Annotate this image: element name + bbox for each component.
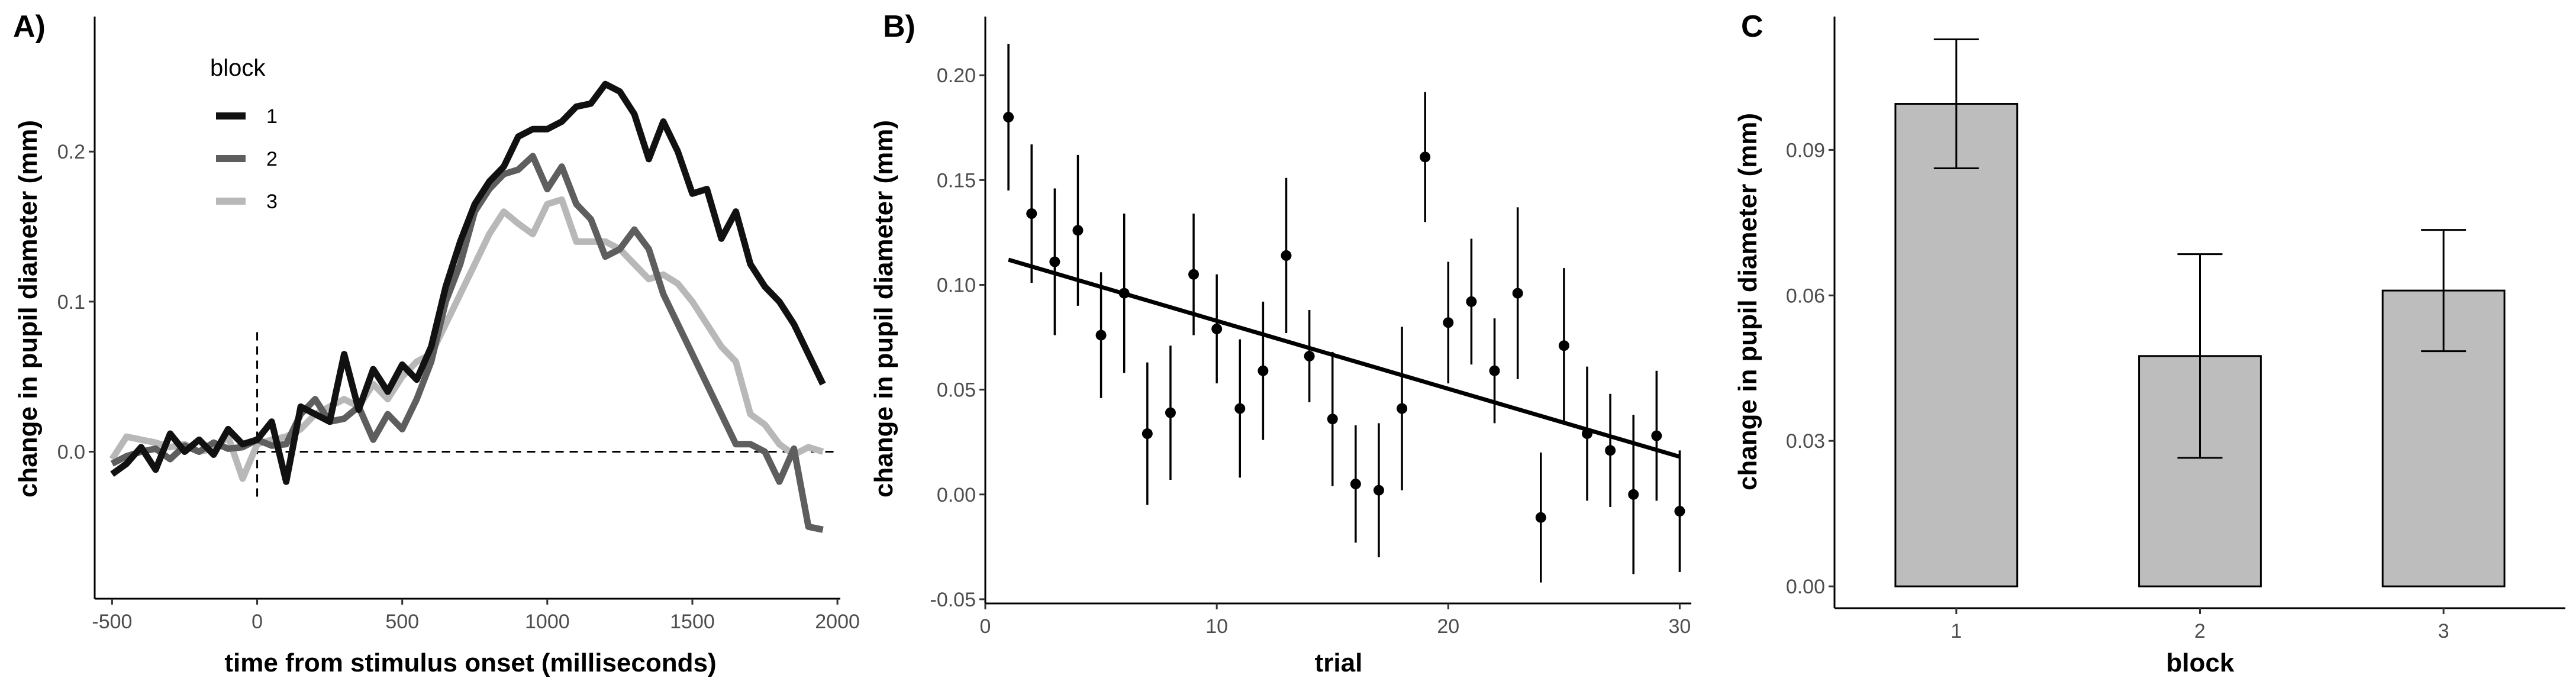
- panel-a-x-tick-label: 1500: [670, 611, 715, 633]
- panel-a-y-tick-label: 0.2: [57, 141, 85, 163]
- panel-a-series-line-block-2: [110, 153, 824, 533]
- panel-b-data-point: [1489, 365, 1500, 376]
- panel-c-x-tick-label: 1: [1950, 620, 1962, 642]
- panel-b-data-point: [1350, 479, 1361, 490]
- panel-b-y-tick-label: 0.10: [937, 274, 976, 296]
- panel-a-x-tick-label: 0: [252, 611, 263, 633]
- panel-b-data-point: [1327, 414, 1338, 425]
- panel-b-x-tick-label: 0: [980, 615, 991, 638]
- panel-a-x-tick-label: -500: [92, 611, 132, 633]
- panel-b-data-point: [1095, 330, 1107, 341]
- panel-b-data-point: [1165, 407, 1176, 418]
- panel-c-y-tick-label: 0.06: [1786, 285, 1825, 307]
- panel-b-x-tick-label: 30: [1669, 615, 1691, 638]
- panel-a-series-line-block-1: [110, 80, 826, 485]
- panel-b-data-point: [1234, 403, 1246, 414]
- panel-c-x-tick-label: 3: [2438, 620, 2449, 642]
- panel-b-data-point: [1211, 323, 1223, 334]
- panel-a: A) change in pupil diameter (mm) time fr…: [13, 9, 860, 677]
- panel-b-data-point: [1281, 250, 1292, 261]
- panel-b-y-tick-label: 0.20: [937, 64, 976, 87]
- panel-b-y-axis-title: change in pupil diameter (mm): [869, 120, 898, 498]
- panel-a-legend: 1 2 3: [216, 105, 278, 213]
- panel-b-data-point: [1605, 445, 1616, 456]
- panel-a-label: A): [13, 9, 46, 44]
- panel-b-data-point: [1003, 112, 1014, 123]
- panel-b-data-point: [1373, 485, 1384, 496]
- panel-a-y-tick-label: 0.1: [57, 291, 85, 314]
- panel-b-data-point: [1397, 403, 1408, 414]
- panel-a-x-tick-label: 1000: [525, 611, 570, 633]
- panel-c-y-tick-label: 0.03: [1786, 430, 1825, 453]
- panel-b-data-point: [1304, 350, 1315, 361]
- panel-c-x-axis-title: block: [2166, 648, 2235, 677]
- panel-b-plot-area: -0.05 0.00 0.05 0.10 0.15 0.20 0 10 20 30: [930, 17, 1691, 638]
- panel-a-legend-title: block: [210, 55, 266, 81]
- panel-b-data-point: [1072, 225, 1084, 236]
- panel-a-x-tick-label: 500: [385, 611, 419, 633]
- panel-b-y-tick-label: 0.05: [937, 379, 976, 402]
- panel-a-x-axis-title: time from stimulus onset (milliseconds): [224, 648, 716, 677]
- panel-b-label: B): [883, 9, 915, 44]
- panel-c: C change in pupil diameter (mm) block 0.…: [1733, 9, 2565, 677]
- panel-a-y-axis-title: change in pupil diameter (mm): [14, 120, 43, 498]
- panel-b-data-point: [1581, 428, 1592, 440]
- panel-a-x-tick-label: 2000: [815, 611, 860, 633]
- panel-b-data-point: [1420, 151, 1431, 163]
- panel-a-series-line-block-3: [109, 196, 824, 482]
- panel-b-data-point: [1142, 428, 1153, 440]
- panel-b-y-tick-label: 0.15: [937, 169, 976, 192]
- panel-b-data-point: [1118, 288, 1130, 299]
- panel-b-data-point: [1049, 256, 1060, 267]
- panel-b-data-point: [1188, 269, 1200, 280]
- panel-b-data-point: [1512, 288, 1523, 299]
- panel-a-legend-label-block-2: 2: [266, 148, 278, 170]
- panel-c-y-axis-title: change in pupil diameter (mm): [1733, 113, 1762, 490]
- panel-c-x-tick-label: 2: [2194, 620, 2206, 642]
- panel-b-x-tick-label: 20: [1437, 615, 1459, 638]
- panel-b-data-point: [1674, 506, 1685, 517]
- panel-b-y-tick-label: -0.05: [930, 589, 976, 611]
- panel-a-y-tick-label: 0.0: [57, 441, 85, 463]
- panel-b-data-point: [1443, 317, 1454, 328]
- panel-b-data-point: [1535, 512, 1546, 523]
- panel-b-x-axis-title: trial: [1315, 648, 1363, 677]
- panel-b-data-point: [1651, 430, 1662, 441]
- panel-c-label: C: [1741, 9, 1763, 44]
- panel-b-trend-line: [1008, 257, 1681, 459]
- panel-b-data-point: [1026, 208, 1037, 219]
- panel-c-y-tick-label: 0.00: [1786, 576, 1825, 598]
- panel-b-y-tick-label: 0.00: [937, 484, 976, 506]
- panel-c-bar-block-1: [1894, 103, 2019, 587]
- panel-b-data-point: [1628, 489, 1639, 500]
- panel-a-legend-label-block-3: 3: [266, 190, 278, 213]
- panel-b-data-point: [1466, 296, 1477, 307]
- panel-a-legend-label-block-1: 1: [266, 105, 278, 128]
- panel-c-y-tick-label: 0.09: [1786, 139, 1825, 162]
- panel-b-data-point: [1558, 340, 1569, 351]
- panel-b: B) change in pupil diameter (mm) trial -…: [869, 9, 1691, 677]
- panel-a-plot-area: 0.0 0.1 0.2 -500 0 500 1000 1500 2000: [57, 17, 860, 633]
- panel-b-x-tick-label: 10: [1205, 615, 1228, 638]
- panel-b-data-point: [1258, 365, 1269, 376]
- panel-c-plot-area: 0.00 0.03 0.06 0.09 1 2 3: [1786, 17, 2565, 642]
